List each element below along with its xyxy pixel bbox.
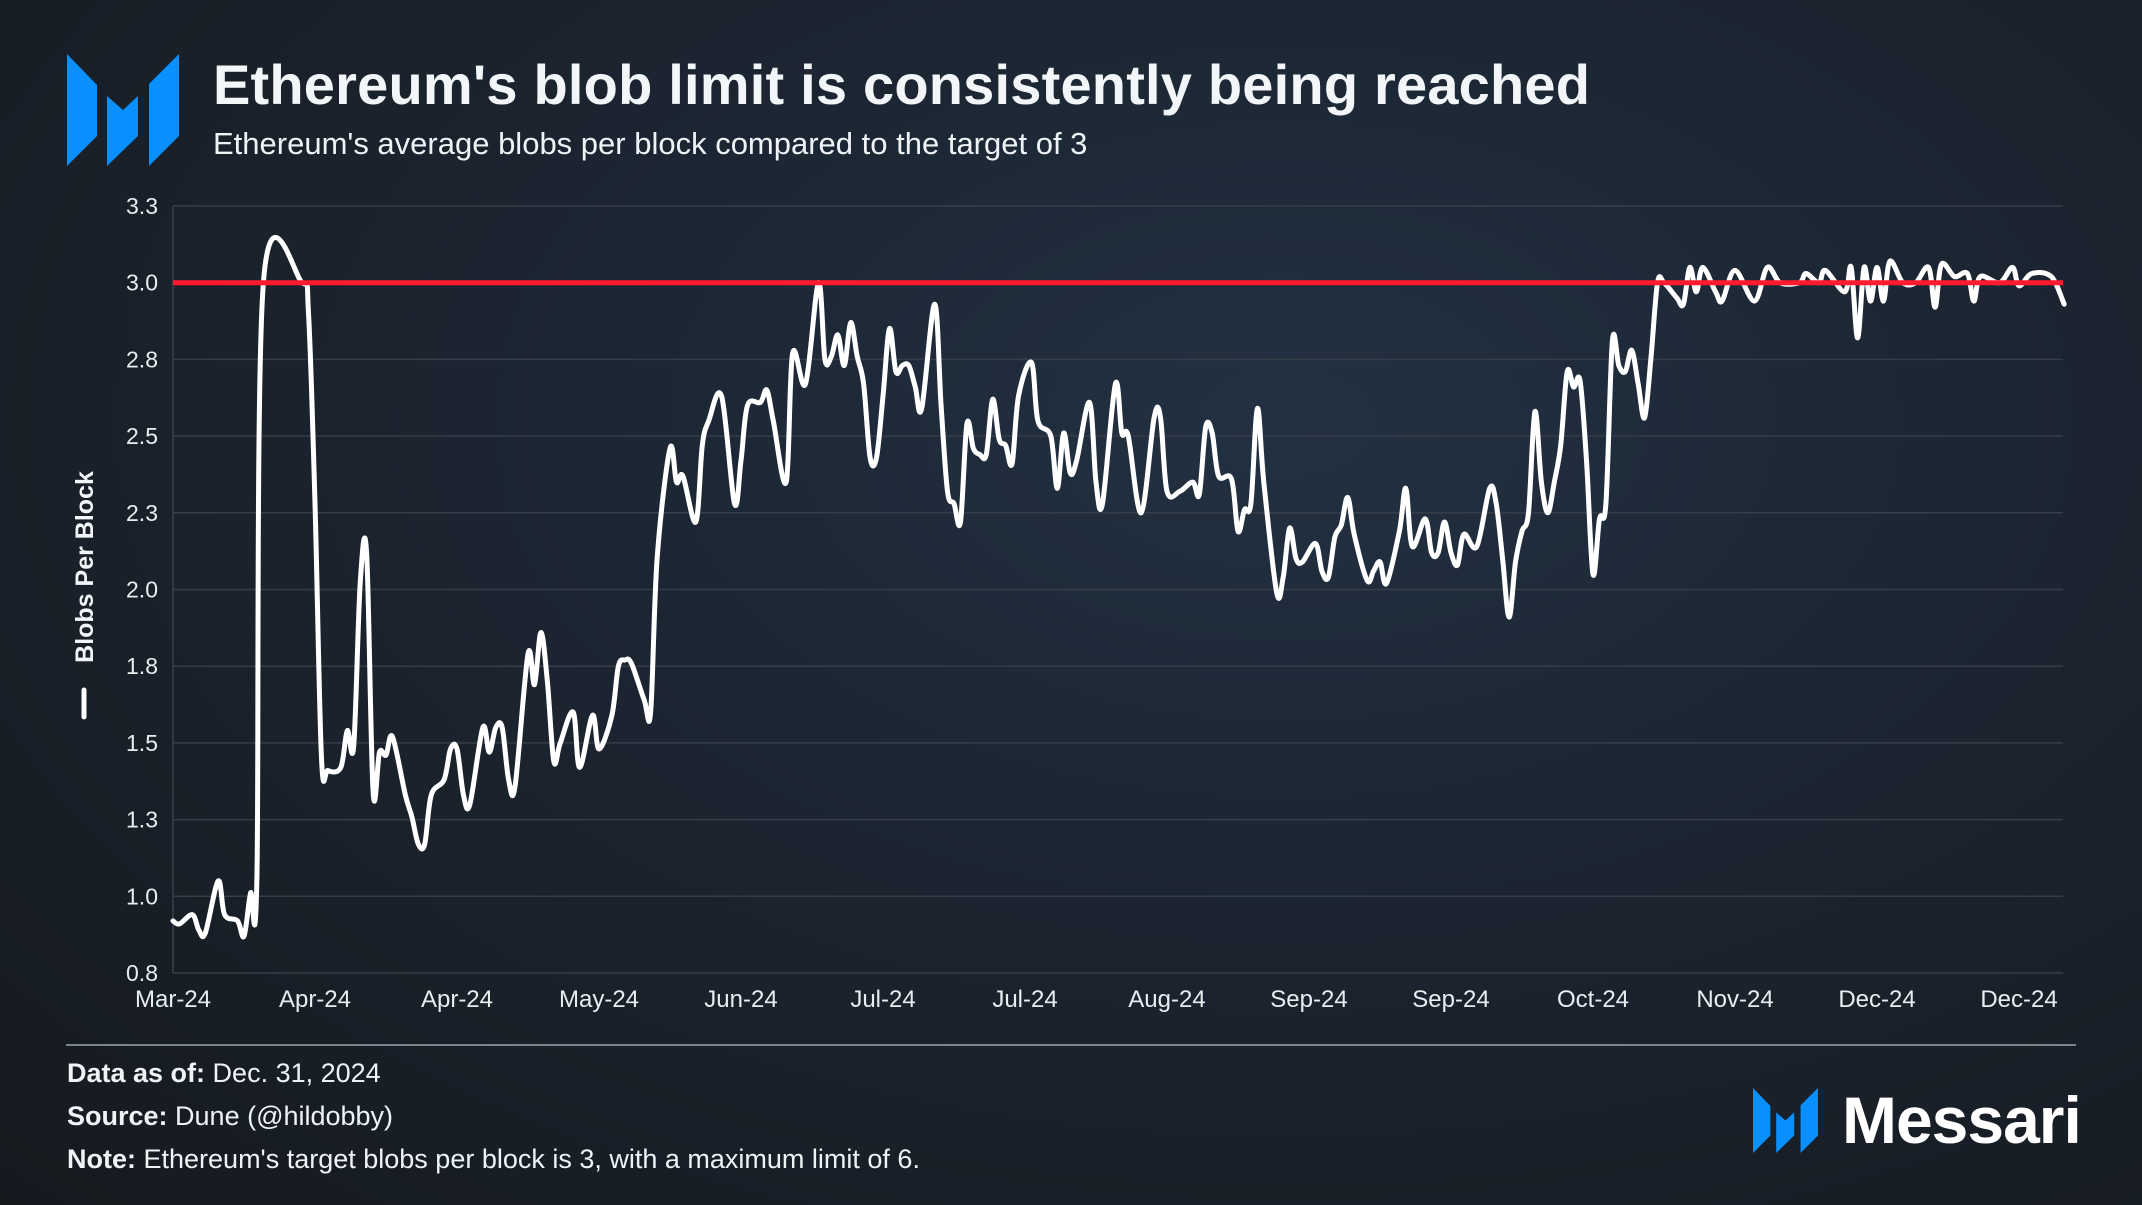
y-tick-label: 1.3 — [126, 807, 158, 833]
x-tick-label: Dec-24 — [1838, 986, 1915, 1013]
y-tick-label: 1.5 — [126, 730, 158, 756]
y-tick-label: 1.8 — [126, 653, 158, 679]
x-tick-label: Sep-24 — [1270, 986, 1347, 1013]
messari-logo-icon — [67, 54, 179, 166]
y-tick-label: 2.5 — [126, 423, 158, 449]
y-tick-label: 3.0 — [126, 270, 158, 296]
data-points — [173, 261, 2064, 936]
y-tick-label: 1.0 — [126, 883, 158, 909]
x-tick-labels: Mar-24 Apr-24 Apr-24 May-24 Jun-24 Jul-24 Jul-… — [135, 986, 2058, 1013]
y-tick-label: 3.3 — [126, 193, 158, 219]
x-tick-label: Aug-24 — [1128, 986, 1205, 1013]
x-tick-label: May-24 — [559, 986, 639, 1013]
x-tick-label: Oct-24 — [1557, 986, 1629, 1013]
x-tick-label: Mar-24 — [135, 986, 211, 1013]
note-label: Note: — [67, 1144, 136, 1174]
y-tick-label: 0.8 — [126, 960, 158, 986]
chart-subtitle: Ethereum's average blobs per block compa… — [213, 126, 1088, 161]
source-label: Source: — [67, 1101, 168, 1131]
y-tick-label: 2.3 — [126, 500, 158, 526]
y-tick-label: 2.8 — [126, 346, 158, 372]
series-line-blobs-per-block — [170, 234, 2067, 940]
brand-name: Messari — [1842, 1083, 2082, 1157]
note-value: Ethereum's target blobs per block is 3, … — [136, 1144, 920, 1174]
x-tick-label: Jun-24 — [704, 986, 777, 1013]
x-tick-label: Sep-24 — [1412, 986, 1489, 1013]
x-tick-label: Jul-24 — [992, 986, 1057, 1013]
x-tick-label: Jul-24 — [850, 986, 915, 1013]
brand-logo-icon — [1753, 1088, 1818, 1153]
x-tick-label: Apr-24 — [279, 986, 351, 1013]
y-tick-label: 2.0 — [126, 577, 158, 603]
y-tick-labels: 0.8 1.0 1.3 1.5 1.8 2.0 2.3 2.5 2.8 3.0 3.3 — [126, 193, 158, 986]
footer-source: Source: Dune (@hildobby) — [67, 1101, 393, 1132]
footer-data-as-of: Data as of: Dec. 31, 2024 — [67, 1058, 381, 1089]
x-tick-label: Dec-24 — [1980, 986, 2057, 1013]
data-as-of-label: Data as of: — [67, 1058, 206, 1088]
source-value: Dune (@hildobby) — [167, 1101, 394, 1131]
y-axis-title: Blobs Per Block — [71, 471, 99, 663]
y-axis-label: Blobs Per Block — [71, 471, 99, 663]
data-as-of-value: Dec. 31, 2024 — [205, 1058, 381, 1088]
footer-note: Note: Ethereum's target blobs per block … — [67, 1144, 920, 1175]
x-tick-label: Nov-24 — [1696, 986, 1773, 1013]
x-tick-label: Apr-24 — [421, 986, 493, 1013]
gridlines — [173, 205, 2063, 974]
chart-title: Ethereum's blob limit is consistently be… — [213, 53, 1591, 116]
